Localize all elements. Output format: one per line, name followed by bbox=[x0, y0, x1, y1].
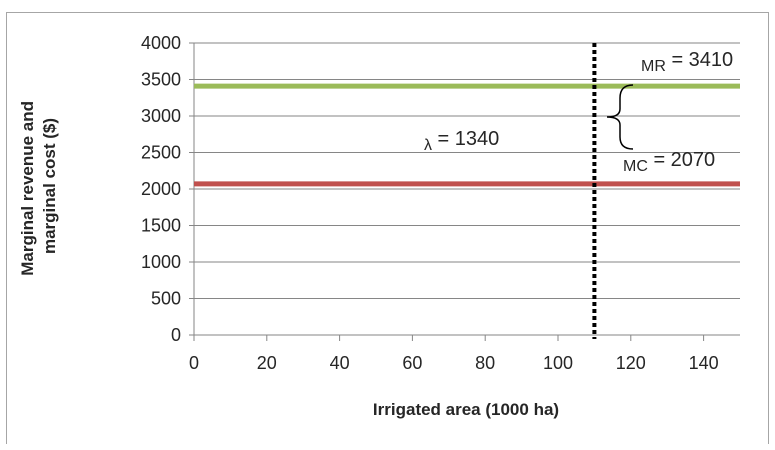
mc-annotation: MC = 2070 bbox=[623, 149, 715, 175]
y-tick-label: 2500 bbox=[141, 143, 181, 163]
lambda-annotation: λ = 1340 bbox=[424, 128, 499, 154]
x-tick-label: 60 bbox=[402, 353, 422, 373]
x-tick-label: 100 bbox=[543, 353, 573, 373]
chart-frame: 0 500 1000 1500 2000 2500 3000 3500 4000 0 20 40 60 8… bbox=[6, 12, 769, 444]
y-axis-title: Marginal revenue and marginal cost ($) bbox=[18, 96, 59, 276]
x-tick-label: 0 bbox=[189, 353, 199, 373]
y-axis-title-line-2: marginal cost ($) bbox=[40, 118, 59, 254]
y-tick-label: 1000 bbox=[141, 252, 181, 272]
grid-lines bbox=[194, 42, 740, 299]
axes: 0 500 1000 1500 2000 2500 3000 3500 4000 0 20 40 60 8… bbox=[141, 33, 740, 373]
y-tick-label: 2000 bbox=[141, 179, 181, 199]
annotations: MR = 3410 MC = 2070 λ = 1340 bbox=[424, 49, 733, 175]
x-axis-title: Irrigated area (1000 ha) bbox=[373, 400, 559, 419]
lambda-brace bbox=[606, 84, 634, 150]
y-tick-label: 500 bbox=[151, 289, 181, 309]
x-tick-label: 40 bbox=[330, 353, 350, 373]
mc-annotation-value: = 2070 bbox=[648, 149, 715, 171]
y-axis-title-line-1: Marginal revenue and bbox=[18, 101, 37, 276]
series-lines bbox=[194, 43, 740, 339]
x-tick-label: 80 bbox=[475, 353, 495, 373]
mr-annotation-symbol: MR bbox=[641, 58, 666, 75]
mc-annotation-symbol: MC bbox=[623, 158, 648, 175]
mr-annotation: MR = 3410 bbox=[641, 49, 733, 75]
y-tick-label: 3500 bbox=[141, 70, 181, 90]
y-tick-label: 3000 bbox=[141, 106, 181, 126]
x-tick-label: 140 bbox=[689, 353, 719, 373]
y-tick-label: 0 bbox=[171, 325, 181, 345]
y-tick-label: 4000 bbox=[141, 33, 181, 53]
chart-svg: 0 500 1000 1500 2000 2500 3000 3500 4000 0 20 40 60 8… bbox=[18, 33, 740, 419]
x-tick-label: 20 bbox=[257, 353, 277, 373]
x-tick-label: 120 bbox=[616, 353, 646, 373]
mr-annotation-value: = 3410 bbox=[666, 49, 733, 71]
y-tick-label: 1500 bbox=[141, 216, 181, 236]
lambda-annotation-value: = 1340 bbox=[432, 128, 499, 150]
lambda-annotation-symbol: λ bbox=[424, 137, 432, 154]
